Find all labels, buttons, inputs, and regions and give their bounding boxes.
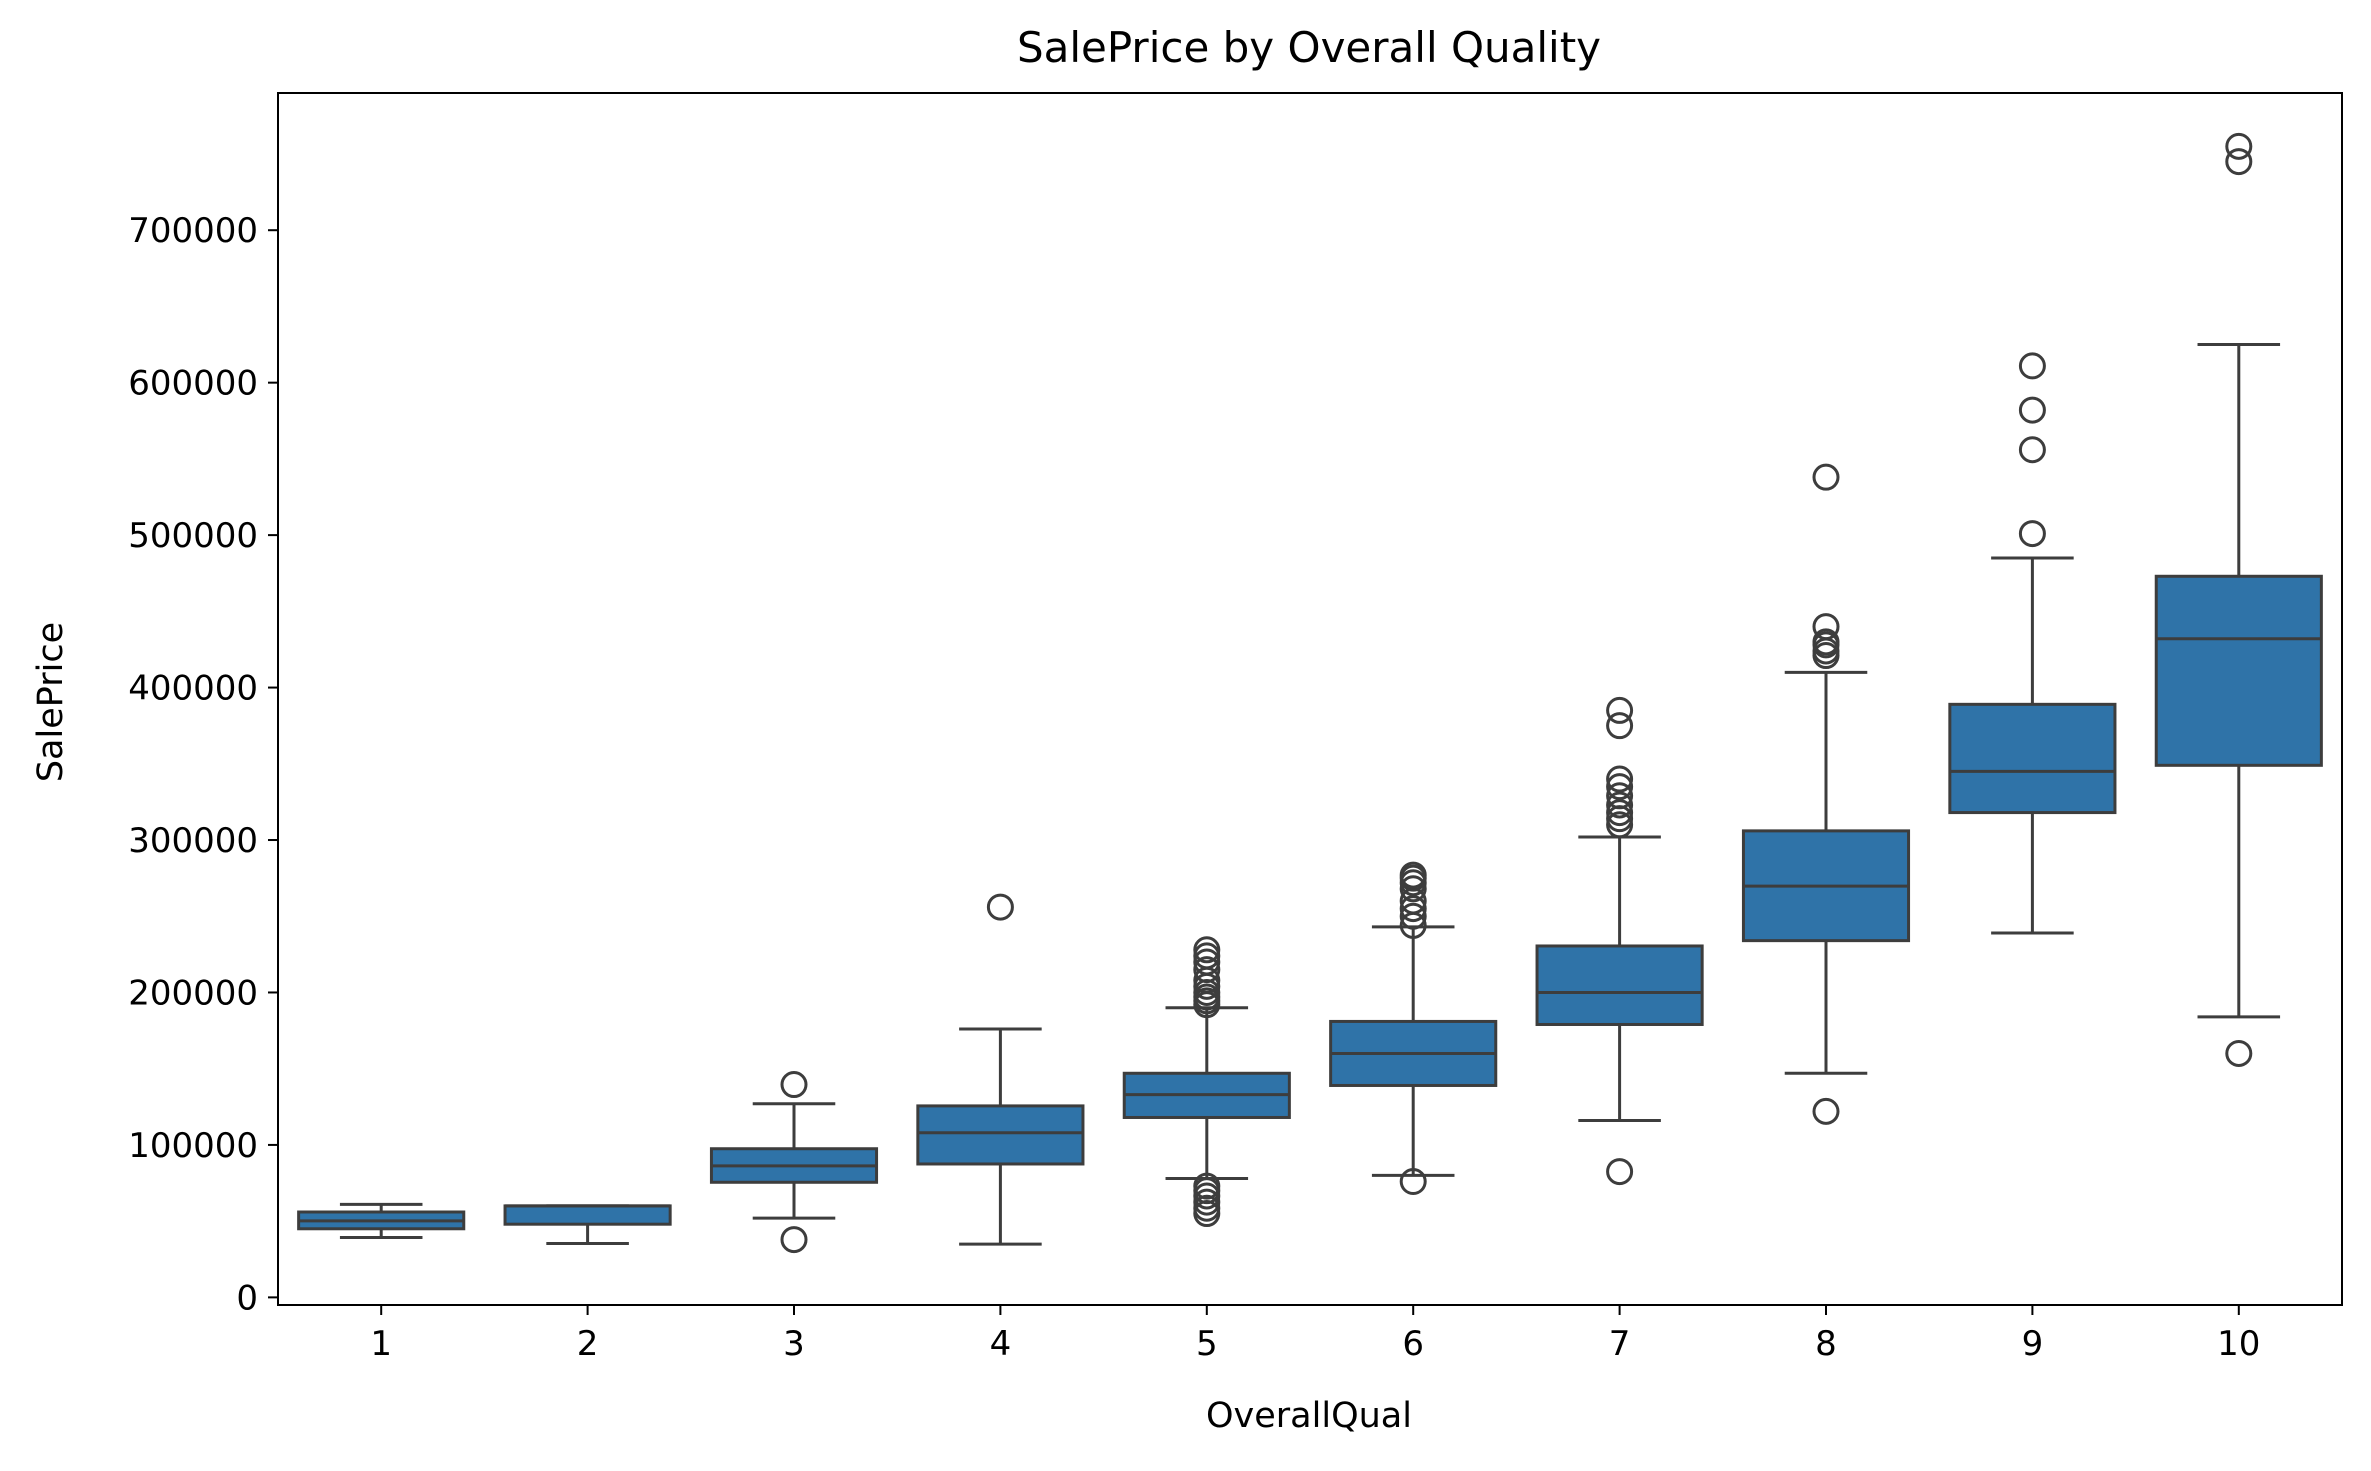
box-group-5: [1122, 936, 1291, 1228]
outlier-point: [2018, 352, 2046, 380]
box-group-1: [297, 1202, 466, 1239]
y-tick-label: 200000: [128, 973, 258, 1013]
box-group-7: [1535, 696, 1704, 1186]
box-group-6: [1329, 861, 1498, 1196]
box-group-2: [503, 1204, 672, 1246]
y-tick-label: 700000: [128, 211, 258, 251]
x-tick-label: 9: [2022, 1324, 2044, 1364]
outlier-point: [1606, 765, 1634, 793]
y-tick-label: 500000: [128, 516, 258, 556]
box-group-9: [1948, 352, 2117, 935]
outlier-point: [1606, 791, 1634, 819]
x-tick-label: 1: [370, 1324, 392, 1364]
outlier-point: [1399, 895, 1427, 923]
plot-frame: [277, 92, 2343, 1306]
outlier-point: [1193, 942, 1221, 970]
y-tick-label: 300000: [128, 821, 258, 861]
x-tick-label: 10: [2217, 1324, 2260, 1364]
outlier-point: [1399, 861, 1427, 889]
outlier-point: [986, 893, 1014, 921]
box-group-3: [709, 1071, 879, 1254]
y-tick-label: 100000: [128, 1126, 258, 1166]
box-iqr: [916, 1104, 1085, 1166]
outlier-point: [1812, 628, 1840, 656]
outlier-point: [1193, 1172, 1221, 1200]
x-tick-label: 4: [990, 1324, 1012, 1364]
box-group-10: [2154, 132, 2323, 1067]
y-tick-label: 600000: [128, 364, 258, 404]
outlier-point: [1399, 902, 1427, 930]
box-iqr: [1535, 944, 1704, 1026]
box-iqr: [1948, 702, 2117, 815]
box-iqr: [503, 1204, 672, 1226]
x-tick-label: 2: [577, 1324, 599, 1364]
outlier-point: [780, 1071, 808, 1099]
outlier-point: [2018, 520, 2046, 548]
outlier-point: [2225, 148, 2253, 176]
outlier-point: [1606, 805, 1634, 833]
outlier-point: [2225, 1039, 2253, 1067]
outlier-point: [1812, 1097, 1840, 1125]
outlier-point: [780, 1226, 808, 1254]
y-tick-label: 400000: [128, 669, 258, 709]
outlier-point: [1812, 613, 1840, 641]
outlier-point: [2225, 132, 2253, 160]
box-group-4: [916, 893, 1085, 1246]
chart-title: SalePrice by Overall Quality: [1017, 23, 1601, 72]
x-tick-label: 7: [1609, 1324, 1631, 1364]
outlier-point: [1606, 799, 1634, 827]
outlier-point: [1399, 1168, 1427, 1196]
x-tick-label: 8: [1815, 1324, 1837, 1364]
x-tick-label: 5: [1196, 1324, 1218, 1364]
outlier-point: [1193, 956, 1221, 984]
outlier-point: [1812, 463, 1840, 491]
box-iqr: [2154, 574, 2323, 767]
x-tick-label: 3: [783, 1324, 805, 1364]
outlier-point: [2018, 436, 2046, 464]
outlier-point: [1193, 936, 1221, 964]
box-group-8: [1741, 463, 1911, 1125]
outlier-point: [1606, 773, 1634, 801]
outlier-point: [1606, 712, 1634, 740]
x-tick-label: 6: [1402, 1324, 1424, 1364]
outlier-point: [1606, 782, 1634, 810]
plot-area: 0 100000 200000 300000 400000 500000 600000 700…: [128, 92, 2343, 1364]
outlier-point: [2018, 396, 2046, 424]
x-axis-label: OverallQual: [1206, 1396, 1412, 1436]
y-axis-label: SalePrice: [31, 622, 71, 782]
y-tick-label: 0: [236, 1278, 258, 1318]
outlier-point: [1606, 696, 1634, 724]
outlier-point: [1606, 1158, 1634, 1186]
